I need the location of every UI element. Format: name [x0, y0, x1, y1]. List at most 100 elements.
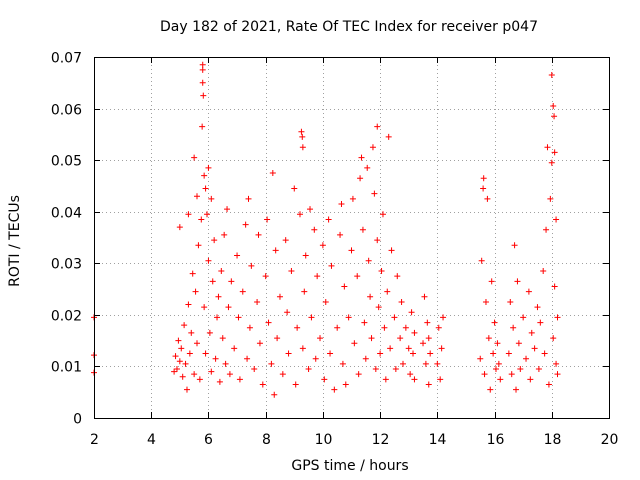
- data-point: [369, 144, 376, 151]
- x-axis-label: GPS time / hours: [291, 458, 408, 474]
- data-point: [205, 164, 212, 171]
- data-point: [305, 366, 312, 373]
- data-point: [342, 381, 349, 388]
- data-point: [480, 175, 487, 182]
- data-point: [224, 206, 231, 213]
- data-point: [199, 79, 206, 86]
- y-tick-label: 0: [73, 412, 82, 428]
- data-point: [285, 350, 292, 357]
- data-point: [198, 216, 205, 223]
- data-point: [234, 252, 241, 259]
- data-point: [358, 154, 365, 161]
- data-point: [382, 376, 389, 383]
- data-point: [348, 247, 355, 254]
- data-point: [185, 301, 192, 308]
- data-point: [553, 216, 560, 223]
- data-point: [307, 206, 314, 213]
- x-tick-label: 4: [147, 432, 156, 448]
- data-point: [525, 288, 532, 295]
- data-point: [408, 309, 415, 316]
- data-point: [194, 340, 200, 347]
- data-point: [422, 360, 429, 367]
- data-point: [222, 360, 229, 367]
- data-point: [279, 371, 286, 378]
- data-point: [405, 345, 412, 352]
- data-point: [225, 304, 232, 311]
- data-point: [400, 360, 406, 367]
- data-point: [548, 159, 555, 166]
- data-point: [411, 329, 418, 336]
- data-point: [200, 92, 207, 99]
- data-point: [264, 216, 271, 223]
- data-point: [553, 360, 560, 367]
- axis-ticks: 2 4 6 8 10 12 14 16 18 20 0 0.01 0.02 0.03 0.04 0.05 0.0…: [51, 51, 619, 449]
- data-point: [195, 242, 202, 249]
- data-point: [534, 304, 541, 311]
- data-point: [392, 366, 399, 373]
- data-point: [482, 298, 489, 305]
- x-tick-label: 20: [601, 432, 619, 448]
- x-tick-label: 2: [90, 432, 99, 448]
- x-tick-label: 10: [315, 432, 333, 448]
- data-point: [327, 350, 334, 357]
- data-point: [299, 144, 306, 151]
- data-point: [492, 366, 499, 373]
- data-point: [550, 335, 557, 342]
- data-point: [246, 324, 253, 331]
- data-point: [176, 358, 183, 365]
- data-point: [531, 345, 538, 352]
- data-point: [523, 355, 530, 362]
- data-point: [201, 304, 208, 311]
- data-point: [388, 247, 395, 254]
- data-point: [265, 319, 272, 326]
- y-tick-label: 0.07: [51, 51, 82, 67]
- data-point: [235, 314, 242, 321]
- data-point: [367, 293, 374, 300]
- data-point: [325, 216, 332, 223]
- data-point: [171, 368, 178, 375]
- y-tick-label: 0.03: [51, 257, 82, 273]
- data-point: [236, 376, 243, 383]
- data-point: [204, 211, 211, 218]
- data-point: [202, 185, 209, 192]
- data-point: [379, 211, 386, 218]
- data-point: [215, 293, 222, 300]
- chart-title: Day 182 of 2021, Rate Of TEC Index for r…: [160, 19, 538, 35]
- data-point: [528, 329, 535, 336]
- x-tick-label: 14: [429, 432, 447, 448]
- data-point: [219, 335, 226, 342]
- y-tick-label: 0.05: [51, 154, 82, 170]
- data-point: [176, 224, 183, 231]
- data-point: [520, 314, 527, 321]
- data-point: [391, 314, 398, 321]
- data-point: [209, 278, 216, 285]
- plot-frame: [94, 57, 610, 419]
- data-point: [357, 175, 364, 182]
- data-point: [490, 350, 497, 357]
- data-point: [211, 237, 218, 244]
- data-point: [239, 288, 246, 295]
- data-point: [212, 355, 219, 362]
- data-point: [407, 371, 414, 378]
- data-point: [199, 66, 206, 73]
- data-point: [196, 376, 203, 383]
- data-point: [183, 386, 190, 393]
- grid: [94, 57, 609, 418]
- data-point: [364, 164, 371, 171]
- data-point: [208, 195, 215, 202]
- data-point: [341, 283, 348, 290]
- y-tick-label: 0.01: [51, 360, 82, 376]
- data-point: [410, 350, 417, 357]
- data-point: [544, 144, 551, 151]
- data-point: [478, 257, 485, 264]
- data-point: [172, 353, 179, 360]
- data-point: [421, 293, 428, 300]
- y-tick-label: 0.04: [51, 206, 82, 222]
- data-point: [540, 268, 547, 275]
- data-point: [378, 268, 385, 275]
- data-point: [541, 350, 548, 357]
- data-point: [484, 195, 491, 202]
- data-point: [321, 376, 328, 383]
- data-point: [319, 242, 326, 249]
